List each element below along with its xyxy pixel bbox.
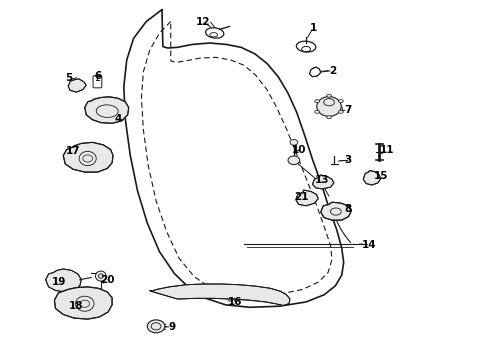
Polygon shape xyxy=(63,142,113,172)
Text: 18: 18 xyxy=(69,301,84,311)
Text: 19: 19 xyxy=(52,277,67,287)
Polygon shape xyxy=(46,269,81,292)
Text: 13: 13 xyxy=(315,175,329,185)
Text: 10: 10 xyxy=(292,144,306,154)
Polygon shape xyxy=(310,67,321,77)
Text: 5: 5 xyxy=(66,73,73,83)
Ellipse shape xyxy=(327,94,331,97)
Text: 11: 11 xyxy=(379,144,394,154)
FancyBboxPatch shape xyxy=(93,76,102,88)
Ellipse shape xyxy=(317,96,341,116)
Ellipse shape xyxy=(96,271,106,281)
Ellipse shape xyxy=(315,111,319,113)
Ellipse shape xyxy=(315,100,319,103)
Text: 6: 6 xyxy=(95,71,102,81)
Circle shape xyxy=(147,320,165,333)
Text: 2: 2 xyxy=(329,66,337,76)
Text: 16: 16 xyxy=(228,297,243,307)
Ellipse shape xyxy=(339,111,343,113)
Text: 14: 14 xyxy=(362,239,377,249)
Circle shape xyxy=(288,156,300,165)
Text: 21: 21 xyxy=(294,192,308,202)
Text: 4: 4 xyxy=(114,114,122,124)
Text: 3: 3 xyxy=(344,155,351,165)
Text: 15: 15 xyxy=(373,171,388,181)
Ellipse shape xyxy=(339,100,343,103)
Text: 20: 20 xyxy=(100,275,115,285)
Text: 9: 9 xyxy=(168,322,175,332)
Ellipse shape xyxy=(327,116,331,119)
Text: 12: 12 xyxy=(196,17,211,27)
Polygon shape xyxy=(313,175,334,189)
Circle shape xyxy=(290,139,298,145)
Polygon shape xyxy=(85,97,129,123)
Polygon shape xyxy=(363,171,381,185)
Text: 17: 17 xyxy=(66,146,80,156)
Text: 8: 8 xyxy=(344,204,351,214)
Polygon shape xyxy=(296,190,318,206)
Polygon shape xyxy=(150,284,290,306)
Polygon shape xyxy=(321,202,351,220)
Polygon shape xyxy=(54,287,112,319)
Polygon shape xyxy=(68,79,86,92)
Text: 7: 7 xyxy=(344,105,351,115)
Text: 1: 1 xyxy=(310,23,317,33)
